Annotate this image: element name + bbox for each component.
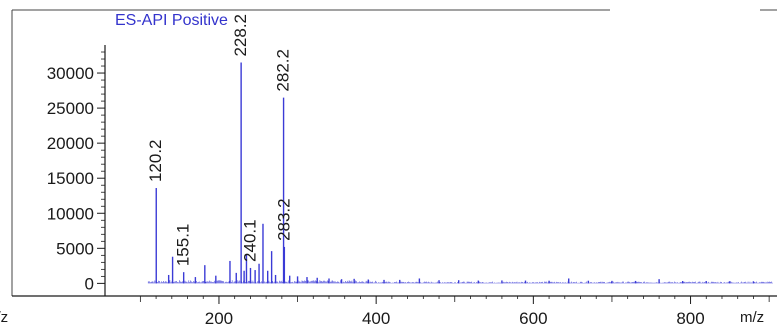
plot-frame <box>11 9 777 296</box>
peak-label: 120.2 <box>146 139 165 182</box>
y-tick-label: 10000 <box>47 204 94 223</box>
x-tick-label: 600 <box>519 309 547 327</box>
y-tick-label: 30000 <box>47 64 94 83</box>
x-tick-label: 800 <box>676 309 704 327</box>
x-axis-unit-right: m/z <box>740 309 764 326</box>
x-tick-label: 400 <box>362 309 390 327</box>
y-tick-label: 5000 <box>56 239 94 258</box>
y-tick-label: 20000 <box>47 134 94 153</box>
peak-labels: 120.2 155.1 228.2 240.1 282.2 283.2 <box>146 14 293 266</box>
y-axis-ticks: 0 5000 10000 15000 20000 25000 30000 <box>47 51 105 293</box>
x-axis-unit-left: m/z <box>0 309 8 326</box>
peak-label: 228.2 <box>231 14 250 57</box>
spectrum-peaks <box>147 62 773 284</box>
peak-label: 283.2 <box>274 198 293 241</box>
x-axis-ticks: 200 400 600 800 <box>139 296 770 327</box>
peak-label: 240.1 <box>240 219 259 262</box>
x-tick-label: 200 <box>205 309 233 327</box>
y-tick-label: 15000 <box>47 169 94 188</box>
peak-label: 155.1 <box>174 224 193 267</box>
peak-label: 282.2 <box>274 49 293 92</box>
y-tick-label: 25000 <box>47 99 94 118</box>
spectrum-title: ES-API Positive <box>115 12 228 29</box>
y-tick-label: 0 <box>85 274 94 293</box>
